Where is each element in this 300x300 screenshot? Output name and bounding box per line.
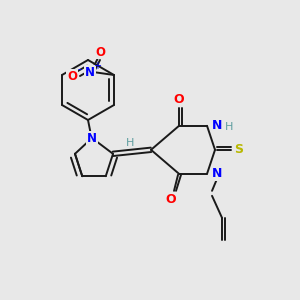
- Text: S: S: [235, 143, 244, 156]
- Text: O: O: [166, 193, 176, 206]
- Text: H: H: [225, 122, 233, 132]
- Text: O: O: [95, 46, 105, 59]
- Text: N: N: [87, 131, 97, 145]
- Text: N: N: [212, 119, 222, 132]
- Text: -: -: [77, 64, 81, 74]
- Text: H: H: [126, 138, 134, 148]
- Text: N: N: [85, 65, 95, 79]
- Text: O: O: [174, 93, 184, 106]
- Text: O: O: [67, 70, 77, 83]
- Text: +: +: [93, 61, 101, 71]
- Text: N: N: [212, 167, 222, 180]
